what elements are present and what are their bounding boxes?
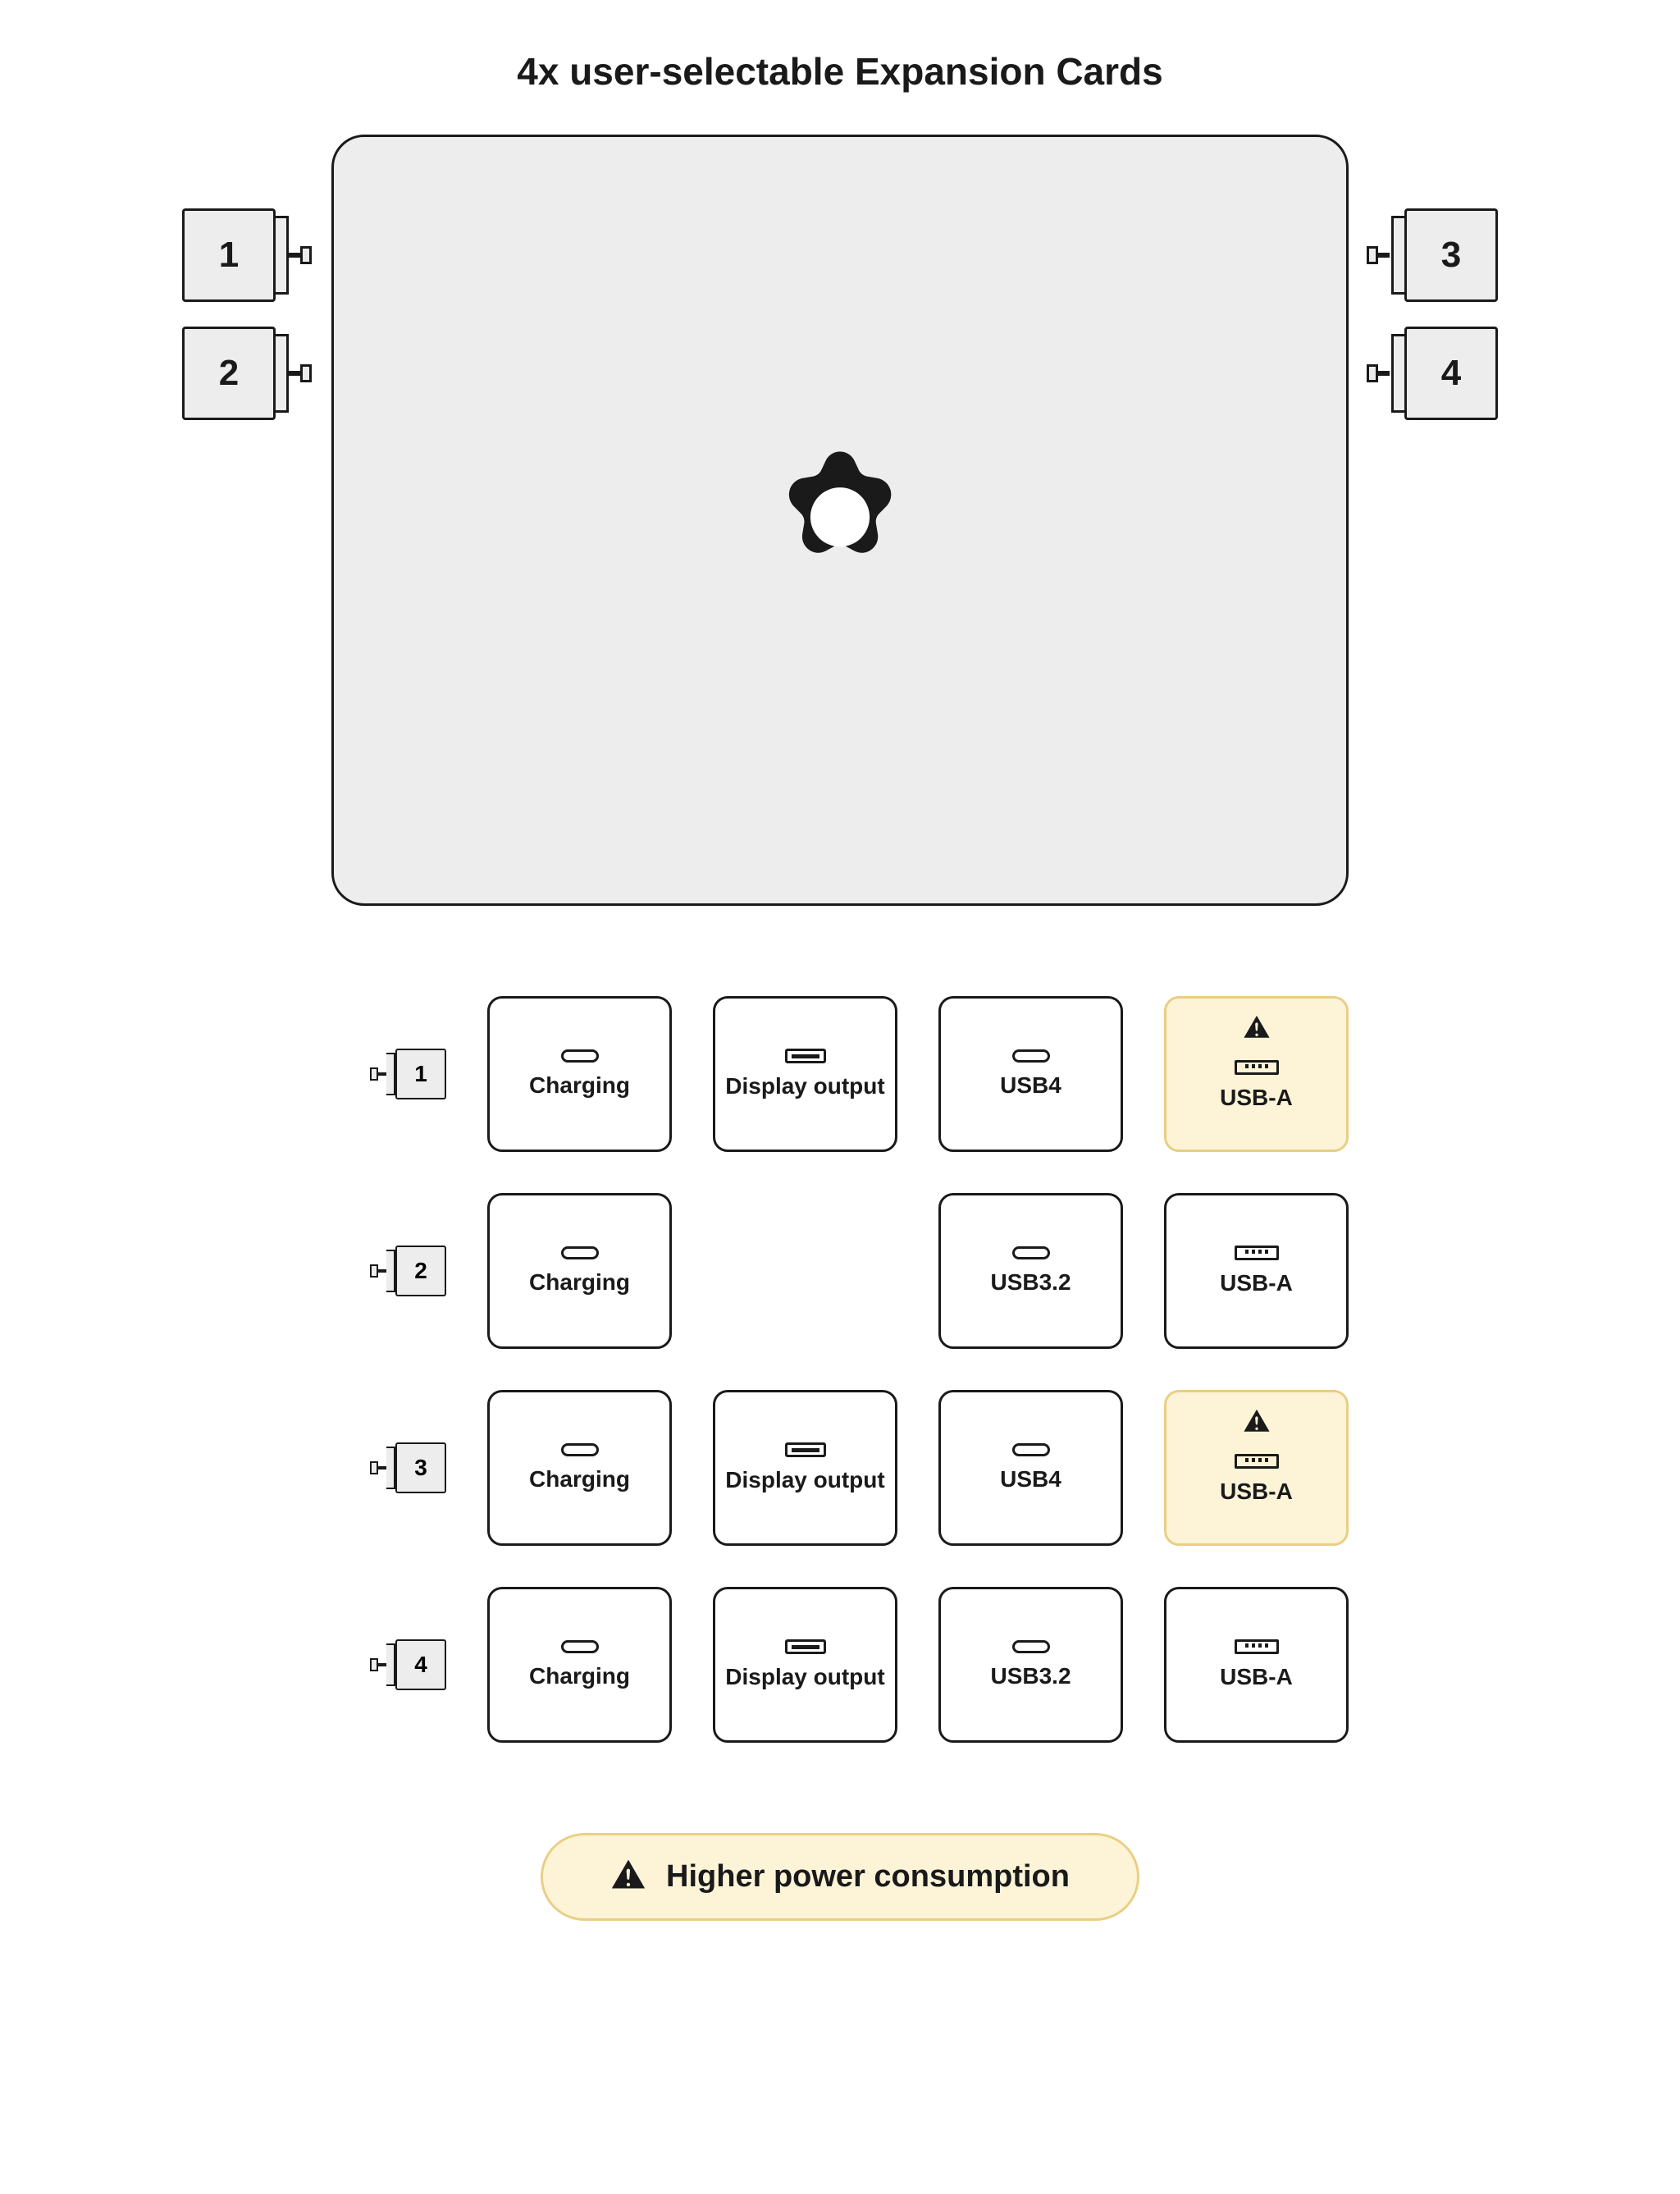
- mini-slot-icon: 1: [370, 1049, 446, 1099]
- capability-usb32: USB3.2: [938, 1193, 1123, 1349]
- usb-a-port-icon: [1235, 1639, 1279, 1654]
- usb-c-plug-icon: [370, 1461, 386, 1474]
- capability-display: Display output: [713, 996, 897, 1152]
- slot-number: 2: [182, 327, 276, 420]
- usb-c-plug-icon: [289, 364, 313, 382]
- capability-label: USB4: [1000, 1072, 1061, 1099]
- page-title: 4x user-selectable Expansion Cards: [118, 49, 1562, 94]
- capability-charging: Charging: [487, 1587, 672, 1743]
- usb-c-plug-icon: [370, 1658, 386, 1671]
- laptop-hero: 1 2 3: [118, 135, 1562, 906]
- capability-label: USB3.2: [990, 1663, 1071, 1689]
- usb-c-port-icon: [1012, 1640, 1050, 1653]
- capability-label: Display output: [725, 1073, 884, 1099]
- usb-c-port-icon: [1012, 1443, 1050, 1456]
- usb-c-port-icon: [561, 1246, 599, 1259]
- slot-card-1: 1: [182, 208, 313, 302]
- mini-slot-icon: 2: [370, 1246, 446, 1296]
- slot-card-4: 4: [1367, 327, 1498, 420]
- capability-charging: Charging: [487, 996, 672, 1152]
- slot-number: 4: [1404, 327, 1498, 420]
- capability-label: Display output: [725, 1467, 884, 1493]
- capability-label: USB-A: [1220, 1085, 1293, 1111]
- capability-charging: Charging: [487, 1193, 672, 1349]
- slot-tab: [1391, 216, 1404, 295]
- capability-label: USB-A: [1220, 1479, 1293, 1505]
- usb-c-port-icon: [561, 1049, 599, 1063]
- capability-label: Charging: [529, 1663, 630, 1689]
- warning-icon: [1243, 1407, 1271, 1439]
- capability-usb4: USB4: [938, 1390, 1123, 1546]
- capability-label: USB4: [1000, 1466, 1061, 1492]
- capability-usba: USB-A: [1164, 1390, 1349, 1546]
- usb-c-port-icon: [1012, 1246, 1050, 1259]
- framework-gear-icon: [762, 442, 918, 598]
- legend-text: Higher power consumption: [666, 1859, 1070, 1895]
- capability-display: Display output: [713, 1587, 897, 1743]
- row-slot-label: 4: [331, 1639, 446, 1690]
- slot-tab: [276, 216, 289, 295]
- slot-number: 3: [395, 1442, 446, 1493]
- row-slot-label: 1: [331, 1049, 446, 1099]
- usb-c-plug-icon: [1367, 364, 1391, 382]
- usb-c-plug-icon: [370, 1067, 386, 1081]
- mini-slot-icon: 3: [370, 1442, 446, 1493]
- capability-row: 1 Charging Display output USB4 USB-A: [331, 996, 1349, 1152]
- capability-label: USB-A: [1220, 1270, 1293, 1296]
- capability-usb32: USB3.2: [938, 1587, 1123, 1743]
- slot-tab: [276, 334, 289, 413]
- capability-label: Charging: [529, 1269, 630, 1296]
- slot-number: 1: [395, 1049, 446, 1099]
- capability-row: 3 Charging Display output USB4 USB-A: [331, 1390, 1349, 1546]
- slot-tab: [1391, 334, 1404, 413]
- usb-c-plug-icon: [1367, 246, 1391, 264]
- capability-label: Charging: [529, 1466, 630, 1492]
- left-slots: 1 2: [182, 135, 313, 420]
- warning-icon: [1243, 1013, 1271, 1045]
- power-warning-legend: Higher power consumption: [541, 1833, 1139, 1921]
- right-slots: 3 4: [1367, 135, 1498, 420]
- row-slot-label: 3: [331, 1442, 446, 1493]
- display-port-icon: [785, 1049, 826, 1063]
- capability-usba: USB-A: [1164, 1193, 1349, 1349]
- capability-label: USB3.2: [990, 1269, 1071, 1296]
- capability-label: Display output: [725, 1664, 884, 1690]
- slot-number: 1: [182, 208, 276, 302]
- usb-c-port-icon: [1012, 1049, 1050, 1063]
- capability-label: Charging: [529, 1072, 630, 1099]
- capability-charging: Charging: [487, 1390, 672, 1546]
- slot-number: 4: [395, 1639, 446, 1690]
- usb-c-plug-icon: [289, 246, 313, 264]
- slot-number: 2: [395, 1246, 446, 1296]
- capability-grid: 1 Charging Display output USB4 USB-A 2 Chargin…: [118, 996, 1562, 1743]
- usb-a-port-icon: [1235, 1060, 1279, 1075]
- usb-c-port-icon: [561, 1640, 599, 1653]
- capability-display: Display output: [713, 1390, 897, 1546]
- row-slot-label: 2: [331, 1246, 446, 1296]
- capability-label: USB-A: [1220, 1664, 1293, 1690]
- usb-c-port-icon: [561, 1443, 599, 1456]
- laptop-body: [331, 135, 1349, 906]
- capability-usba: USB-A: [1164, 996, 1349, 1152]
- slot-card-2: 2: [182, 327, 313, 420]
- mini-slot-icon: 4: [370, 1639, 446, 1690]
- capability-row: 4 Charging Display output USB3.2 USB-A: [331, 1587, 1349, 1743]
- display-port-icon: [785, 1639, 826, 1654]
- capability-row: 2 Charging USB3.2 USB-A: [331, 1193, 1349, 1349]
- warning-icon: [610, 1857, 646, 1897]
- capability-usba: USB-A: [1164, 1587, 1349, 1743]
- usb-a-port-icon: [1235, 1246, 1279, 1260]
- capability-usb4: USB4: [938, 996, 1123, 1152]
- display-port-icon: [785, 1442, 826, 1457]
- usb-c-plug-icon: [370, 1264, 386, 1278]
- usb-a-port-icon: [1235, 1454, 1279, 1469]
- slot-number: 3: [1404, 208, 1498, 302]
- slot-card-3: 3: [1367, 208, 1498, 302]
